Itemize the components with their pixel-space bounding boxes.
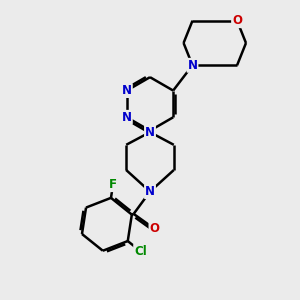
Text: Cl: Cl xyxy=(134,245,147,258)
Text: N: N xyxy=(122,84,132,97)
Text: N: N xyxy=(145,126,155,139)
Text: O: O xyxy=(232,14,242,27)
Text: F: F xyxy=(109,178,117,191)
Text: N: N xyxy=(122,111,132,124)
Text: N: N xyxy=(145,185,155,198)
Text: N: N xyxy=(188,59,197,72)
Text: O: O xyxy=(149,222,160,235)
